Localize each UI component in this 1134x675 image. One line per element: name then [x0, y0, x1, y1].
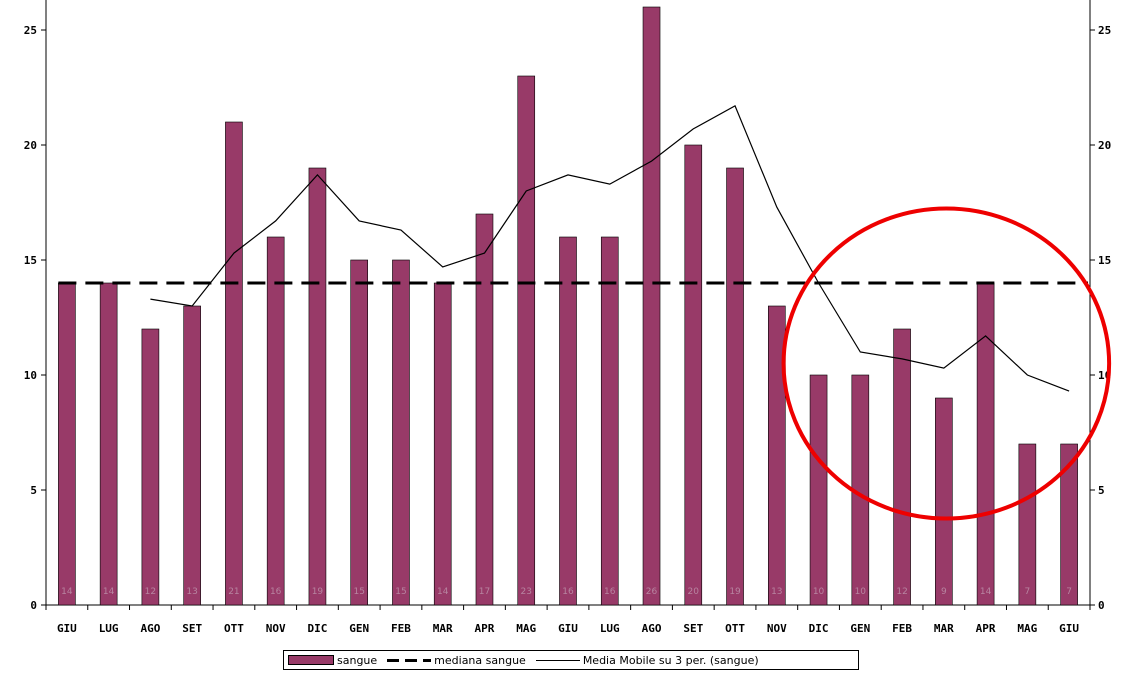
bar	[767, 305, 786, 606]
y-tick-label-left: 10	[24, 369, 37, 382]
bar-value-label: 16	[562, 587, 574, 597]
x-tick-label: GIU	[57, 622, 77, 635]
bar-value-label: 15	[395, 587, 406, 597]
bar-value-label: 10	[813, 587, 825, 597]
x-tick-label: NOV	[767, 622, 787, 635]
x-tick-label: SET	[683, 622, 703, 635]
x-tick-label: DIC	[308, 622, 328, 635]
bar-value-label: 17	[479, 587, 490, 597]
bar	[266, 236, 285, 606]
bar	[517, 75, 536, 606]
x-tick-label: OTT	[725, 622, 745, 635]
y-tick-label-left: 25	[24, 24, 37, 37]
legend-label-median: mediana sangue	[434, 653, 526, 667]
x-tick-label: OTT	[224, 622, 244, 635]
bar	[350, 259, 369, 606]
y-tick-label-right: 25	[1098, 24, 1111, 37]
bar-value-label: 7	[1024, 587, 1030, 597]
y-tick-label-left: 0	[30, 599, 37, 612]
bar-value-label: 14	[437, 587, 449, 597]
x-tick-label: SET	[182, 622, 202, 635]
x-tick-label: NOV	[266, 622, 286, 635]
bar-value-label: 13	[771, 587, 782, 597]
bar-value-label: 21	[228, 587, 239, 597]
bar-value-label: 26	[646, 587, 658, 597]
chart: 0 0 5 5 10 10 15 15 20 20 25 25 14 14 12 13 21 16 19 15 15 14…	[24, 0, 1112, 635]
bar-value-label: 12	[145, 587, 156, 597]
bar-value-label: 16	[604, 587, 616, 597]
bar-value-label: 14	[980, 587, 992, 597]
bar-value-label: 12	[896, 587, 907, 597]
bar-value-label: 19	[729, 587, 741, 597]
y-tick-label-right: 5	[1098, 484, 1105, 497]
x-tick-label: DIC	[809, 622, 829, 635]
x-tick-label: MAG	[1017, 622, 1037, 635]
legend-dash-swatch	[387, 658, 432, 662]
bar	[308, 167, 327, 606]
legend-line-swatch	[535, 659, 580, 661]
bar	[475, 213, 494, 606]
bar-value-label: 23	[521, 587, 532, 597]
bar-value-label: 15	[353, 587, 364, 597]
bar	[976, 282, 995, 606]
x-tick-label: APR	[475, 622, 495, 635]
highlight-circle	[781, 206, 1112, 521]
legend-item-moving-average: Media Mobile su 3 per. (sangue)	[535, 653, 759, 667]
x-tick-label: APR	[976, 622, 996, 635]
y-tick-label-left: 20	[24, 139, 37, 152]
x-tick-label: GEN	[349, 622, 369, 635]
bar	[684, 144, 703, 606]
x-tick-label: MAR	[934, 622, 954, 635]
bar	[1018, 443, 1037, 606]
bar	[642, 6, 661, 606]
bar-value-label: 16	[270, 587, 282, 597]
bar	[726, 167, 744, 606]
bar-value-label: 7	[1066, 587, 1072, 597]
bar	[600, 236, 619, 606]
moving-average-line	[150, 105, 1070, 392]
bar-value-label: 9	[941, 587, 947, 597]
bar	[1060, 443, 1078, 606]
x-tick-label: GIU	[1059, 622, 1079, 635]
bar	[225, 121, 243, 606]
bar	[433, 282, 452, 606]
x-tick-label: LUG	[600, 622, 620, 635]
y-tick-label-right: 15	[1098, 254, 1111, 267]
legend-item-median: mediana sangue	[387, 654, 526, 667]
bar-value-label: 14	[61, 587, 73, 597]
legend-label-moving-average: Media Mobile su 3 per. (sangue)	[582, 653, 759, 667]
x-tick-label: AGO	[642, 622, 662, 635]
legend-bar-swatch	[288, 655, 334, 665]
x-tick-label: GEN	[850, 622, 870, 635]
x-tick-label: FEB	[892, 622, 912, 635]
bar-value-label: 13	[186, 587, 197, 597]
y-tick-label-right: 20	[1098, 139, 1111, 152]
bar	[141, 328, 160, 606]
x-tick-label: FEB	[391, 622, 411, 635]
bar	[559, 236, 577, 606]
x-tick-label: MAG	[516, 622, 536, 635]
bar	[809, 374, 828, 606]
bar-value-label: 14	[103, 587, 115, 597]
bar	[183, 305, 201, 606]
y-tick-label-left: 15	[24, 254, 37, 267]
legend: sangue mediana sangue Media Mobile su 3 …	[283, 650, 859, 670]
bar-value-label: 20	[688, 587, 700, 597]
y-tick-label-right: 0	[1098, 599, 1105, 612]
bar-value-label: 19	[312, 587, 324, 597]
bar	[99, 282, 118, 606]
bar	[58, 282, 76, 606]
x-tick-label: GIU	[558, 622, 578, 635]
x-tick-label: LUG	[99, 622, 119, 635]
bar-value-label: 10	[855, 587, 867, 597]
bar	[893, 328, 911, 606]
x-tick-label: AGO	[140, 622, 160, 635]
legend-label-sangue: sangue	[337, 653, 378, 667]
legend-item-bars: sangue	[288, 654, 377, 667]
bar	[935, 397, 953, 606]
bar	[392, 259, 410, 606]
y-tick-label-left: 5	[30, 484, 37, 497]
x-tick-label: MAR	[433, 622, 453, 635]
